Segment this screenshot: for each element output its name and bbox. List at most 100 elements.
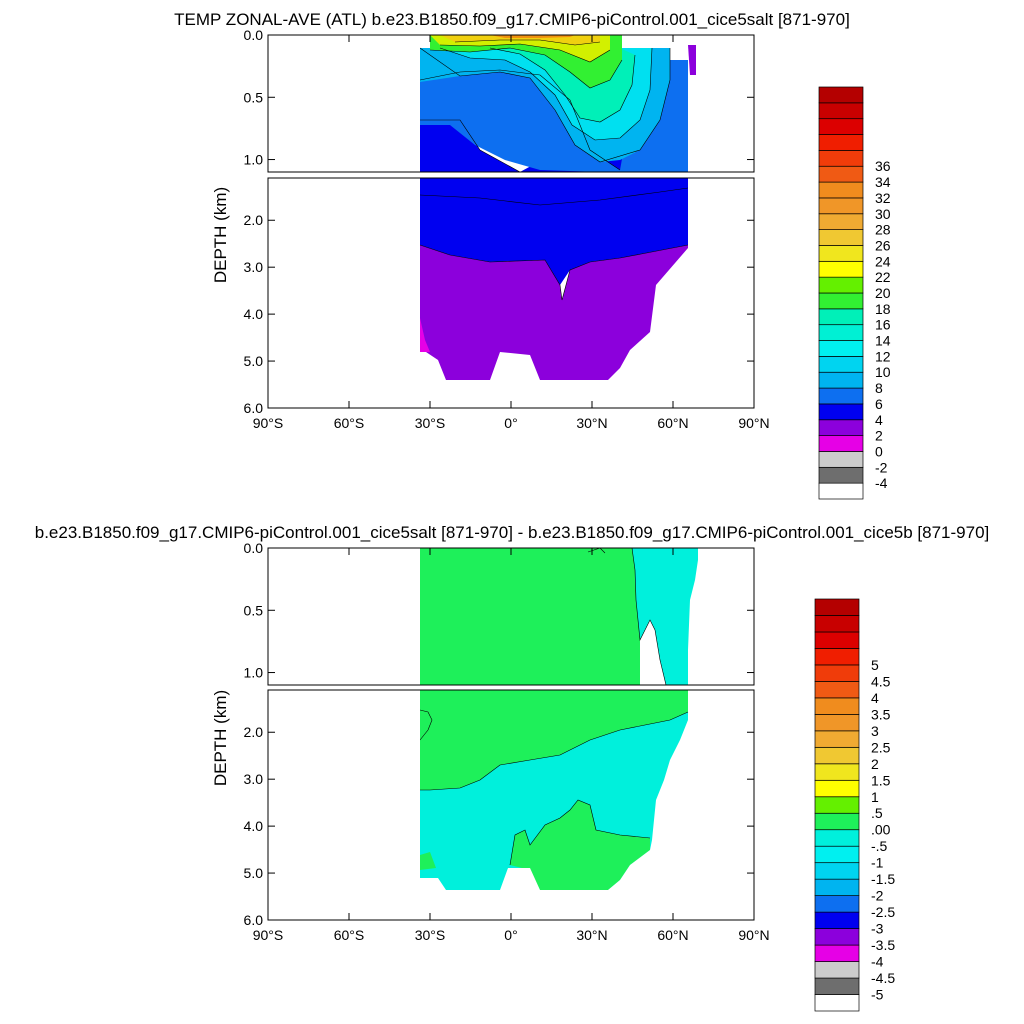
colorbar-swatch bbox=[818, 435, 864, 452]
colorbar-swatch bbox=[814, 730, 860, 748]
colorbar-swatch bbox=[814, 615, 860, 633]
colorbar-swatch bbox=[818, 86, 864, 104]
contour-0-mid bbox=[420, 690, 688, 790]
colorbar-swatch bbox=[818, 276, 864, 294]
land-south bbox=[268, 548, 420, 920]
colorbar-label: 2 bbox=[875, 428, 883, 444]
colorbar-label: 2.5 bbox=[871, 739, 891, 755]
colorbar: -5-4.5-4-3.5-3-2.5-2-1.5-1-.5.00.511.522… bbox=[814, 598, 895, 1012]
colorbar-swatch bbox=[814, 697, 860, 715]
colorbar-swatch bbox=[814, 878, 860, 896]
x-tick-label: 90°N bbox=[738, 415, 769, 431]
colorbar-swatch bbox=[814, 664, 860, 682]
colorbar-label: 1 bbox=[871, 789, 879, 805]
x-tick-label: 30°S bbox=[415, 927, 446, 943]
y-tick-label: 4.0 bbox=[244, 818, 264, 834]
colorbar-swatch bbox=[818, 451, 864, 468]
colorbar-swatch bbox=[818, 308, 864, 326]
colorbar-label: 20 bbox=[875, 285, 891, 301]
panel-temperature: TEMP ZONAL-AVE (ATL) b.e23.B1850.f09_g17… bbox=[174, 10, 891, 500]
colorbar-label: -5 bbox=[871, 987, 884, 1003]
y-tick-label: 1.0 bbox=[244, 152, 264, 168]
colorbar-swatch bbox=[818, 466, 864, 484]
colorbar-label: 4 bbox=[875, 412, 883, 428]
colorbar-label: 1.5 bbox=[871, 772, 891, 788]
colorbar-label: 12 bbox=[875, 348, 891, 364]
colorbar-label: .00 bbox=[871, 822, 891, 838]
colorbar-label: 4.5 bbox=[871, 673, 891, 689]
colorbar-label: -2 bbox=[875, 459, 888, 475]
x-tick-label: 30°N bbox=[576, 415, 607, 431]
y-tick-label: 0.5 bbox=[244, 89, 264, 105]
colorbar-label: 36 bbox=[875, 158, 891, 174]
colorbar-label: 26 bbox=[875, 237, 891, 253]
land-north bbox=[688, 548, 754, 685]
y-tick-label: 5.0 bbox=[244, 865, 264, 881]
y-tick-label: 5.0 bbox=[244, 353, 264, 369]
colorbar-swatch bbox=[818, 356, 864, 373]
colorbar-swatch bbox=[818, 403, 864, 421]
colorbar-swatch bbox=[814, 944, 860, 962]
colorbar-swatch bbox=[814, 763, 860, 781]
colorbar-swatch bbox=[818, 387, 864, 405]
y-tick-label: 6.0 bbox=[244, 400, 264, 416]
x-tick-label: 30°N bbox=[576, 927, 607, 943]
contour-lines-lower bbox=[419, 709, 689, 866]
panel-difference: b.e23.B1850.f09_g17.CMIP6-piControl.001_… bbox=[35, 523, 990, 1012]
plot-upper bbox=[419, 35, 754, 172]
y-axis-label: DEPTH (km) bbox=[211, 690, 230, 786]
contour-6-deep bbox=[420, 178, 688, 285]
colorbar-swatch bbox=[818, 197, 864, 215]
colorbar-label: -2.5 bbox=[871, 904, 895, 920]
colorbar-swatch bbox=[818, 213, 864, 230]
y-tick-label: 3.0 bbox=[244, 259, 264, 275]
colorbar-label: 22 bbox=[875, 269, 891, 285]
contour-2 bbox=[420, 318, 430, 352]
colorbar-swatch bbox=[818, 134, 864, 151]
colorbar-swatch bbox=[818, 482, 864, 500]
colorbar-label: 3 bbox=[871, 723, 879, 739]
colorbar-swatch bbox=[814, 911, 860, 929]
y-tick-label: 1.0 bbox=[244, 665, 264, 681]
colorbar-swatch bbox=[814, 977, 860, 995]
x-tick-label: 60°S bbox=[334, 415, 365, 431]
colorbar-swatch bbox=[818, 102, 864, 120]
contour-0-deep bbox=[510, 800, 650, 890]
x-tick-label: 60°N bbox=[657, 927, 688, 943]
plot-lower bbox=[419, 690, 754, 920]
y-tick-label: 0.0 bbox=[244, 27, 264, 43]
colorbar-swatch bbox=[818, 150, 864, 167]
axis-ticks: 90°S 60°S 30°S 0° 30°N 60°N 90°N 0.0 0.5 1.0 2.0 3.… bbox=[244, 540, 770, 943]
colorbar-swatch bbox=[818, 340, 864, 357]
y-tick-label: 0.0 bbox=[244, 540, 264, 556]
chart-title: b.e23.B1850.f09_g17.CMIP6-piControl.001_… bbox=[35, 523, 990, 542]
colorbar-swatch bbox=[814, 714, 860, 732]
colorbar-swatch bbox=[814, 961, 860, 979]
y-tick-label: 3.0 bbox=[244, 771, 264, 787]
contour-4 bbox=[420, 245, 688, 380]
colorbar-label: 32 bbox=[875, 190, 891, 206]
y-tick-label: 6.0 bbox=[244, 912, 264, 928]
colorbar-swatch bbox=[814, 631, 860, 649]
contour-lines-lower bbox=[419, 187, 689, 301]
colorbar-label: 34 bbox=[875, 174, 891, 190]
colorbar-swatch bbox=[818, 292, 864, 310]
colorbar-swatch bbox=[814, 796, 860, 814]
contour-lines-upper bbox=[419, 39, 671, 172]
colorbar-swatch bbox=[814, 779, 860, 798]
colorbar-label: 2 bbox=[871, 756, 879, 772]
colorbar-label: 8 bbox=[875, 380, 883, 396]
colorbar-swatch bbox=[814, 829, 860, 847]
colorbar-label: .5 bbox=[871, 805, 883, 821]
y-tick-label: 0.5 bbox=[244, 602, 264, 618]
y-axis-label: DEPTH (km) bbox=[211, 187, 230, 283]
colorbar-label: -4.5 bbox=[871, 970, 895, 986]
colorbar-swatch bbox=[814, 994, 860, 1012]
contour-0-south bbox=[420, 852, 436, 870]
colorbar-swatch bbox=[814, 746, 860, 765]
y-tick-label: 2.0 bbox=[244, 724, 264, 740]
land-south bbox=[268, 35, 420, 408]
colorbar-label: -3 bbox=[871, 921, 884, 937]
colorbar-label: -1.5 bbox=[871, 871, 895, 887]
